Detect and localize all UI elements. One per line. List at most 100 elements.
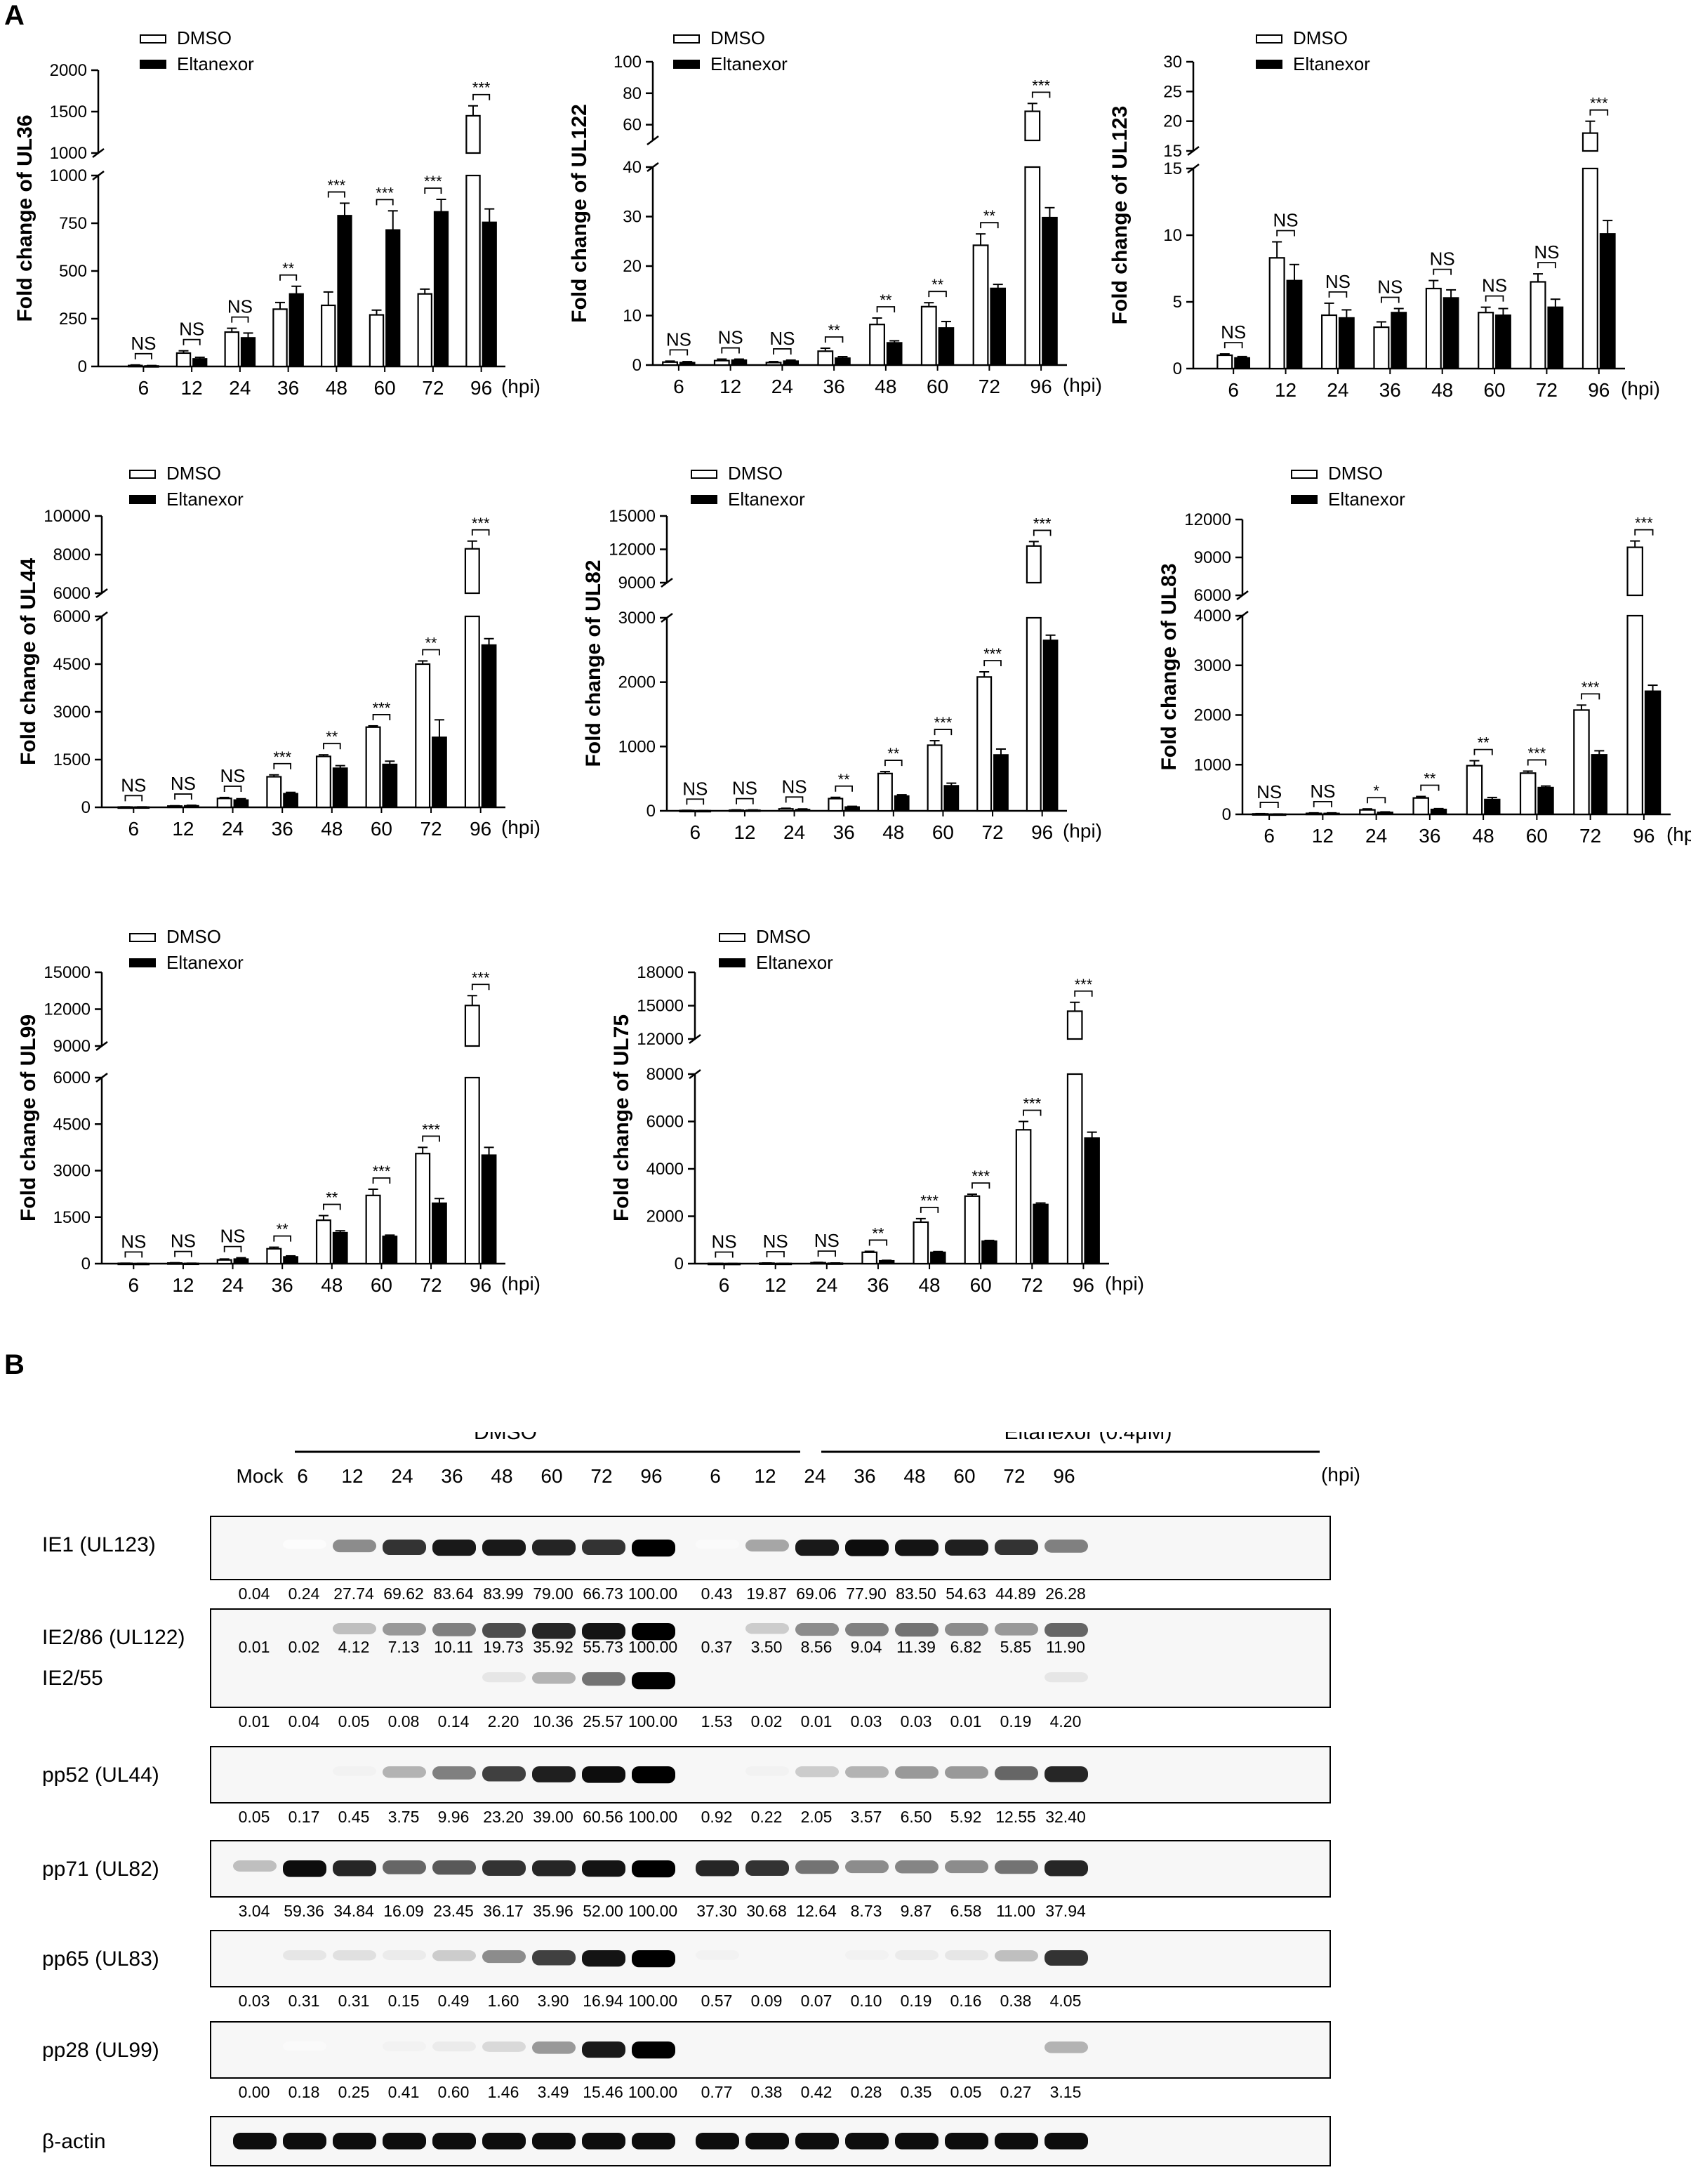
x-tick-label: 6 — [1264, 825, 1275, 847]
quant-value: 69.06 — [796, 1584, 837, 1603]
bracket-line — [471, 529, 490, 536]
x-tick-label: 96 — [1030, 376, 1052, 397]
quant-value: 0.05 — [338, 1712, 370, 1730]
quant-value: 16.94 — [583, 1992, 623, 2010]
bar-eltanexor — [1042, 216, 1058, 366]
x-tick-label: 96 — [470, 1274, 491, 1296]
quant-value: 0.04 — [289, 1712, 320, 1730]
bracket-line — [376, 199, 394, 206]
bracket-line — [686, 798, 705, 805]
bar-eltanexor — [1547, 306, 1564, 370]
bar-dmso — [369, 314, 385, 368]
significance-bracket: ** — [928, 276, 947, 298]
blot-row-label: IE2/55 — [42, 1667, 103, 1690]
blot-band — [632, 1766, 675, 1784]
hpi-unit-label: (hpi) — [1321, 1464, 1360, 1485]
quant-value: 0.92 — [701, 1808, 733, 1826]
bar-dmso — [817, 350, 834, 366]
blot-band — [895, 1623, 939, 1637]
blot-band — [845, 1860, 889, 1874]
bar-dmso — [1581, 167, 1598, 370]
bracket-line — [1381, 296, 1400, 303]
significance-bracket: *** — [920, 1192, 939, 1213]
blot-band — [532, 1766, 576, 1782]
blot-band — [532, 1623, 576, 1639]
bar-dmso — [167, 1262, 183, 1265]
blot-band — [1045, 1860, 1088, 1877]
quant-value: 0.17 — [289, 1808, 320, 1826]
x-tick-label: 24 — [222, 1274, 244, 1296]
significance-label: NS — [1273, 210, 1299, 231]
x-tick-label: 6 — [128, 1274, 140, 1296]
blot-band — [1045, 2133, 1088, 2150]
y-tick-label: 1000 — [1194, 755, 1231, 774]
quant-value: 32.40 — [1045, 1808, 1086, 1826]
significance-label: NS — [782, 776, 807, 797]
bracket-line — [424, 187, 442, 194]
blot-band — [745, 1860, 789, 1876]
bar-dmso — [1305, 812, 1322, 816]
significance-bracket: *** — [1023, 1095, 1042, 1116]
significance-bracket: *** — [373, 699, 391, 720]
bar-dmso — [920, 305, 937, 366]
significance-bracket: NS — [763, 1231, 788, 1257]
blot-band — [995, 1950, 1038, 1961]
y-tick-label: 500 — [59, 262, 87, 281]
bar-dmso-upper — [1026, 545, 1042, 584]
significance-label: NS — [121, 774, 146, 795]
significance-bracket: NS — [782, 776, 807, 803]
quant-value: 2.20 — [488, 1712, 519, 1730]
bracket-line — [1031, 91, 1051, 98]
y-axis-label: Fold change of UL122 — [568, 104, 591, 323]
bracket-line — [1259, 802, 1279, 808]
bracket-line — [972, 1182, 990, 1189]
bar-eltanexor — [844, 806, 860, 812]
significance-bracket: *** — [1033, 515, 1052, 536]
bar-dmso — [828, 798, 844, 812]
lane-label: 48 — [491, 1465, 512, 1487]
x-tick-label: 72 — [1579, 825, 1601, 847]
blot-band — [795, 1766, 839, 1778]
legend-swatch-eltanexor — [129, 495, 156, 504]
bar-dmso — [117, 1262, 133, 1266]
x-tick-label: 12 — [719, 376, 741, 397]
significance-bracket: *** — [1634, 515, 1654, 536]
x-tick-label: 72 — [1021, 1274, 1043, 1296]
quant-value: 60.56 — [583, 1808, 623, 1826]
blot-band — [283, 1860, 326, 1877]
bracket-line — [323, 1203, 341, 1210]
quant-value: 1.60 — [488, 1992, 519, 2010]
significance-label: NS — [1534, 241, 1559, 263]
blot-band — [383, 2133, 426, 2150]
legend-label-eltanexor: Eltanexor — [166, 952, 244, 973]
quant-value: 0.77 — [701, 2083, 733, 2101]
blot-band — [532, 1540, 576, 1556]
significance-label: *** — [328, 176, 346, 194]
significance-label: ** — [282, 260, 295, 277]
y-tick-label: 10 — [1163, 226, 1182, 245]
y-axis-label: Fold change of UL82 — [582, 560, 605, 767]
quant-value: 9.04 — [851, 1638, 882, 1656]
y-tick-label: 9000 — [1194, 548, 1231, 567]
x-tick-label: 60 — [970, 1274, 992, 1296]
x-tick-label: 12 — [764, 1274, 786, 1296]
bar-dmso — [272, 308, 288, 368]
quant-value: 0.01 — [950, 1712, 982, 1730]
blot-band — [1045, 1672, 1088, 1683]
quant-value: 3.49 — [538, 2083, 569, 2101]
bracket-line — [279, 274, 298, 281]
x-tick-label: 60 — [374, 377, 396, 399]
quant-value: 19.87 — [746, 1584, 787, 1603]
y-tick-label: 6000 — [1194, 586, 1231, 605]
significance-bracket: NS — [227, 296, 253, 323]
quant-value: 0.31 — [338, 1992, 370, 2010]
bar-dmso — [976, 676, 993, 812]
bar-dmso — [1216, 354, 1233, 370]
blot-band — [995, 1623, 1038, 1636]
quant-value: 0.03 — [851, 1712, 882, 1730]
y-axis-label: Fold change of UL99 — [17, 1014, 40, 1222]
legend-label-dmso: DMSO — [1293, 27, 1348, 48]
quant-value: 0.14 — [438, 1712, 470, 1730]
blot-band — [995, 1860, 1038, 1874]
significance-bracket: *** — [373, 1163, 391, 1184]
